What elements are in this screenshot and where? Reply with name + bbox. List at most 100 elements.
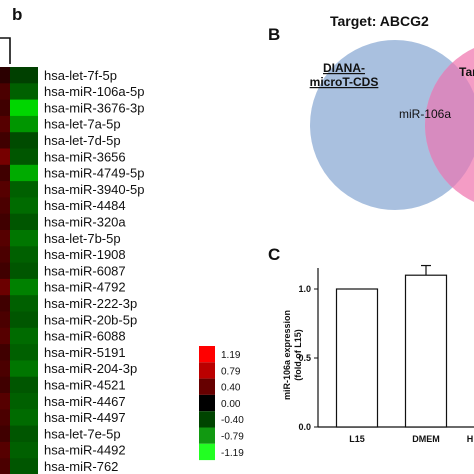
mirna-label: hsa-miR-6088 — [44, 329, 126, 344]
heatmap-cell-a — [0, 115, 10, 133]
color-scale-swatch — [199, 362, 215, 379]
mirna-label: hsa-miR-3676-3p — [44, 100, 144, 115]
mirna-label: hsa-miR-762 — [44, 459, 118, 474]
heatmap-cell-b — [10, 246, 38, 264]
heatmap-cell-b — [10, 344, 38, 361]
mirna-label: hsa-miR-3940-5p — [44, 182, 144, 197]
color-scale-swatch — [199, 394, 215, 412]
heatmap-cell-b — [10, 197, 38, 215]
mirna-label: hsa-miR-20b-5p — [44, 312, 137, 327]
bars: L15 DMEM H — [335, 264, 474, 444]
heatmap: b hsa-let-7f-5phsa-miR-106a-5phsa-miR-36… — [0, 5, 244, 474]
venn-diagram: B Target: ABCG2 DIANA- microT-CDS Tar mi… — [268, 13, 474, 210]
color-scale-swatch — [199, 411, 215, 428]
mirna-label: hsa-miR-4484 — [44, 198, 126, 213]
color-scale-swatch — [199, 427, 215, 444]
heatmap-cell-b — [10, 458, 38, 474]
heatmap-cell-a — [0, 409, 10, 427]
heatmap-cells — [0, 67, 38, 474]
heatmap-cell-b — [10, 164, 38, 182]
mirna-label: hsa-miR-4521 — [44, 378, 126, 393]
heatmap-cell-a — [0, 213, 10, 231]
color-scale-label: 0.40 — [221, 383, 241, 394]
heatmap-cell-a — [0, 278, 10, 296]
mirna-label: hsa-let-7a-5p — [44, 117, 121, 132]
mirna-label: hsa-miR-1908 — [44, 247, 126, 262]
axes: 1.0 0.5 0.0 — [298, 268, 474, 432]
heatmap-cell-b — [10, 213, 38, 231]
mirna-label: hsa-miR-4792 — [44, 280, 126, 295]
heatmap-cell-a — [0, 360, 10, 378]
heatmap-cell-b — [10, 230, 38, 247]
x-tick-label: L15 — [349, 434, 365, 444]
heatmap-cell-b — [10, 327, 38, 345]
y-axis-label-line1: miR-106a expression — [282, 310, 292, 400]
mirna-label: hsa-miR-106a-5p — [44, 84, 144, 99]
venn-set-left — [310, 40, 474, 210]
mirna-label: hsa-miR-6087 — [44, 263, 126, 278]
mirna-label: hsa-let-7e-5p — [44, 426, 121, 441]
mirna-label: hsa-miR-204-3p — [44, 361, 137, 376]
panel-letter-c: C — [268, 245, 280, 264]
mirna-label: hsa-miR-320a — [44, 215, 126, 230]
heatmap-cell-b — [10, 132, 38, 149]
mirna-label: hsa-miR-4492 — [44, 443, 126, 458]
heatmap-cell-a — [0, 230, 10, 247]
mirna-label: hsa-miR-5191 — [44, 345, 126, 360]
mirna-label: hsa-miR-222-3p — [44, 296, 137, 311]
y-tick-label: 0.5 — [298, 353, 311, 363]
heatmap-cell-a — [0, 458, 10, 474]
mirna-label: hsa-let-7d-5p — [44, 133, 121, 148]
heatmap-cell-a — [0, 376, 10, 394]
y-tick-label: 0.0 — [298, 422, 311, 432]
heatmap-cell-a — [0, 311, 10, 329]
heatmap-column-label: b — [12, 5, 22, 24]
heatmap-cell-b — [10, 262, 38, 280]
y-axis-label-line2: (fold of L15) — [293, 329, 303, 381]
heatmap-cell-b — [10, 115, 38, 133]
heatmap-cell-a — [0, 67, 10, 84]
heatmap-cell-a — [0, 197, 10, 215]
heatmap-cell-a — [0, 344, 10, 361]
mirna-label: hsa-miR-4497 — [44, 410, 126, 425]
heatmap-cell-b — [10, 278, 38, 296]
x-tick-label: DMEM — [412, 434, 440, 444]
heatmap-cell-a — [0, 83, 10, 101]
color-scale-labels: 1.19 0.79 0.40 0.00 -0.40 -0.79 -1.19 — [221, 350, 244, 459]
color-scale-swatch — [199, 346, 215, 363]
heatmap-cell-b — [10, 67, 38, 84]
heatmap-cell-b — [10, 441, 38, 459]
mirna-label: hsa-miR-3656 — [44, 149, 126, 164]
heatmap-cell-b — [10, 99, 38, 117]
mirna-label: hsa-let-7b-5p — [44, 231, 121, 246]
venn-right-label: Tar — [459, 65, 474, 79]
heatmap-cell-a — [0, 132, 10, 149]
bar — [404, 274, 448, 428]
venn-overlap — [425, 40, 474, 210]
heatmap-cell-b — [10, 409, 38, 427]
heatmap-cell-a — [0, 441, 10, 459]
x-tick-label: H — [467, 434, 474, 444]
heatmap-cell-b — [10, 181, 38, 198]
venn-overlap-label: miR-106a — [399, 107, 451, 121]
heatmap-cell-a — [0, 164, 10, 182]
bar-chart: C miR-106a expression (fold of L15) 1.0 0… — [268, 245, 474, 444]
heatmap-cell-a — [0, 181, 10, 198]
heatmap-cell-b — [10, 360, 38, 378]
heatmap-cell-b — [10, 376, 38, 394]
heatmap-cell-a — [0, 327, 10, 345]
mirna-label: hsa-let-7f-5p — [44, 68, 117, 83]
dendrogram-bracket — [0, 37, 11, 64]
venn-title: Target: ABCG2 — [330, 13, 429, 29]
color-scale-label: -1.19 — [221, 448, 244, 459]
color-scale — [199, 346, 215, 461]
y-tick-label: 1.0 — [298, 284, 311, 294]
heatmap-cell-b — [10, 393, 38, 410]
heatmap-cell-b — [10, 425, 38, 443]
color-scale-label: 0.00 — [221, 399, 241, 410]
heatmap-cell-a — [0, 99, 10, 117]
venn-left-label-line2: microT-CDS — [310, 75, 379, 89]
heatmap-cell-b — [10, 295, 38, 312]
heatmap-cell-b — [10, 83, 38, 101]
